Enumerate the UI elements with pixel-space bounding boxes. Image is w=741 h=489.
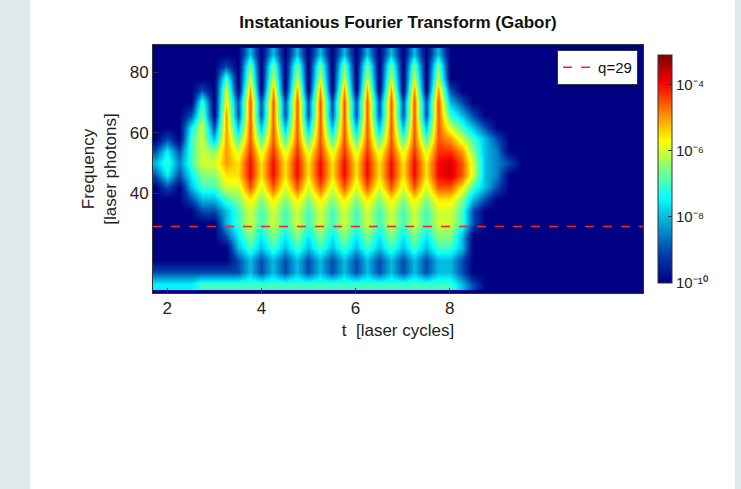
svg-text:Instatanious Fourier Transform: Instatanious Fourier Transform (Gabor)	[239, 13, 556, 32]
svg-text:10⁻⁶: 10⁻⁶	[676, 142, 704, 159]
svg-text:4: 4	[257, 299, 266, 318]
svg-text:10⁻⁸: 10⁻⁸	[676, 208, 704, 225]
svg-text:q=29: q=29	[598, 59, 632, 76]
svg-text:8: 8	[445, 299, 454, 318]
svg-text:t [laser cycles]: t [laser cycles]	[342, 321, 454, 340]
svg-text:40: 40	[130, 184, 149, 203]
svg-text:80: 80	[130, 63, 149, 82]
svg-text:10⁻⁴: 10⁻⁴	[676, 76, 704, 93]
svg-text:60: 60	[130, 124, 149, 143]
svg-text:Frequency[laser photons]: Frequency[laser photons]	[79, 113, 120, 225]
svg-text:10⁻¹⁰: 10⁻¹⁰	[676, 274, 708, 291]
svg-text:6: 6	[351, 299, 360, 318]
svg-text:2: 2	[162, 299, 171, 318]
